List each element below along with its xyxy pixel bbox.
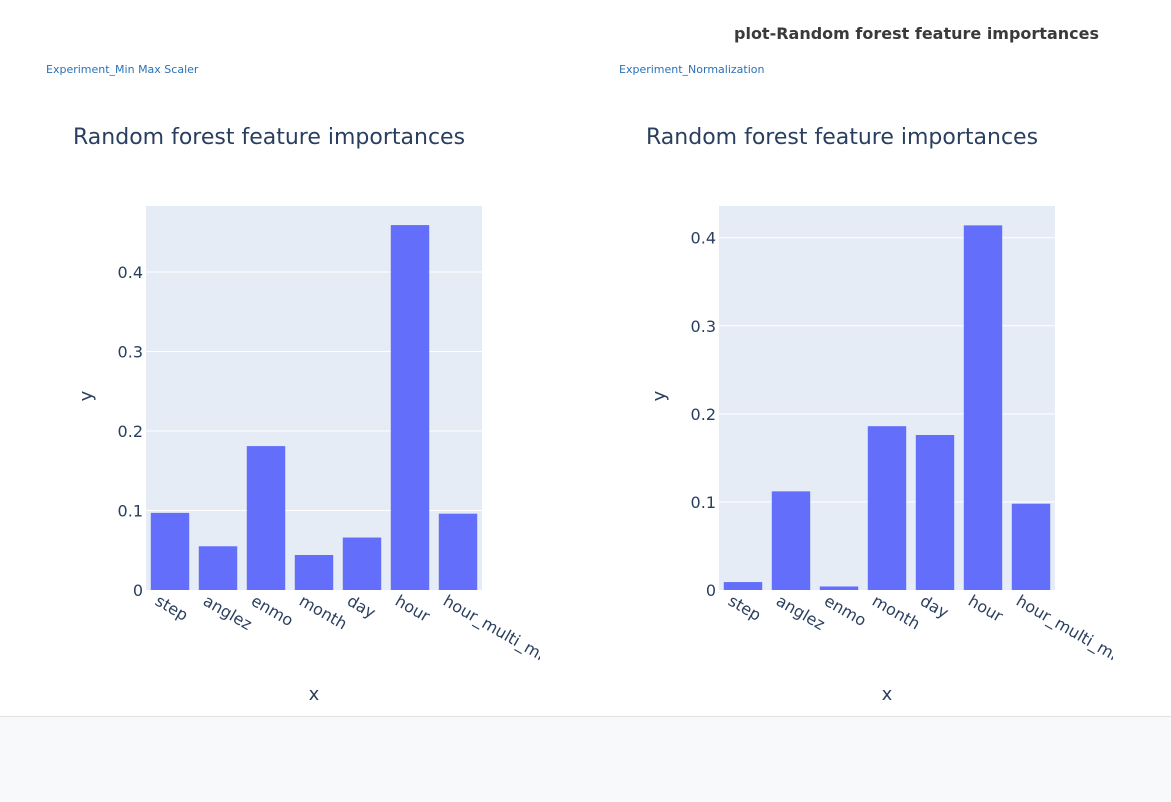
x-tick-label: hour_multi_min	[440, 591, 541, 670]
bar-hour[interactable]	[390, 225, 430, 590]
footer-band	[0, 716, 1171, 802]
bar-anglez[interactable]	[198, 546, 238, 590]
x-tick-label: anglez	[773, 591, 828, 634]
bar-month[interactable]	[294, 555, 334, 590]
y-tick-label: 0.1	[118, 501, 143, 520]
bar-anglez[interactable]	[771, 491, 811, 590]
bar-day[interactable]	[342, 537, 382, 590]
chart-title: Random forest feature importances	[646, 125, 1038, 150]
y-tick-label: 0.4	[118, 263, 143, 282]
x-tick-label: month	[869, 591, 923, 633]
x-tick-label: month	[296, 591, 350, 633]
x-tick-label: step	[152, 591, 191, 625]
bar-step[interactable]	[723, 582, 763, 590]
x-axis-title: x	[882, 684, 893, 705]
feature-importance-chart-normalization: Random forest feature importances 0 0.1 0.…	[646, 125, 1113, 705]
x-tick-label: enmo	[248, 591, 297, 630]
experiment-link-min-max-scaler[interactable]: Experiment_Min Max Scaler	[46, 63, 199, 76]
y-tick-label: 0.3	[118, 342, 143, 361]
y-axis-title: y	[76, 390, 97, 401]
y-tick-label: 0.2	[691, 405, 716, 424]
bar-day[interactable]	[915, 434, 955, 590]
x-axis-title: x	[309, 684, 320, 705]
x-tick-label: anglez	[200, 591, 255, 634]
bar-hour_multi_min[interactable]	[1011, 503, 1051, 590]
x-tick-label: step	[725, 591, 764, 625]
y-tick-label: 0.3	[691, 317, 716, 336]
bar-month[interactable]	[867, 426, 907, 590]
bar-step[interactable]	[150, 512, 190, 590]
bar-hour_multi_min[interactable]	[438, 513, 478, 590]
y-tick-label: 0	[133, 581, 143, 600]
x-tick-label: enmo	[821, 591, 870, 630]
x-tick-label: hour_multi_min	[1013, 591, 1114, 670]
experiment-link-normalization[interactable]: Experiment_Normalization	[619, 63, 765, 76]
y-tick-label: 0	[706, 581, 716, 600]
y-tick-label: 0.4	[691, 229, 716, 248]
plot-background	[146, 206, 482, 590]
chart-title: Random forest feature importances	[73, 125, 465, 150]
y-tick-label: 0.1	[691, 493, 716, 512]
y-tick-label: 0.2	[118, 422, 143, 441]
x-tick-label: hour	[965, 591, 1007, 626]
x-tick-label: hour	[392, 591, 434, 626]
page-title: plot-Random forest feature importances	[734, 24, 1099, 43]
bar-enmo[interactable]	[246, 446, 286, 590]
feature-importance-chart-min-max-scaler: Random forest feature importances 0 0.1 0.…	[73, 125, 540, 705]
bar-hour[interactable]	[963, 225, 1003, 590]
y-axis-title: y	[649, 390, 670, 401]
bar-enmo[interactable]	[819, 586, 859, 590]
